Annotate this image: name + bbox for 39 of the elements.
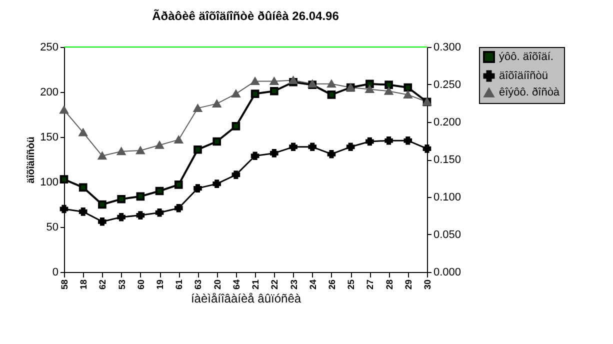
y-axis-title: äîõîäíîñòü (26, 136, 38, 184)
x-tick-label: 58 (60, 280, 70, 290)
x-tick-label: 19 (155, 280, 166, 290)
x-tick-label: 24 (308, 280, 318, 290)
y2-tick-label: 0.050 (434, 229, 462, 241)
y-tick-label: 0 (52, 266, 58, 278)
y2-tick-label: 0.300 (434, 42, 462, 54)
x-tick-label: 20 (212, 280, 222, 290)
y-tick-label: 150 (40, 132, 58, 144)
y2-tick-label: 0.150 (434, 154, 462, 166)
chart-title: Ãðàôèê äîõîäíîñòè ðûíêà 26.04.96 (152, 9, 340, 23)
x-tick-label: 61 (174, 280, 184, 290)
x-tick-label: 60 (136, 280, 146, 290)
y2-tick-label: 0.100 (434, 192, 462, 204)
x-tick-label: 29 (403, 280, 414, 290)
x-tick-label: 26 (326, 280, 337, 290)
x-tick-label: 23 (288, 280, 299, 290)
x-tick-label: 27 (365, 280, 376, 290)
y2-tick-label: 0.250 (434, 79, 462, 91)
y-tick-label: 50 (46, 222, 58, 234)
x-tick-label: 62 (98, 280, 108, 290)
y2-tick-label: 0.200 (434, 116, 462, 128)
legend-label: êîýôô. ðîñòà (499, 86, 560, 98)
x-tick-label: 53 (116, 280, 127, 290)
legend-label: ýôô. äîõîäí. (499, 51, 554, 63)
x-tick-label: 30 (422, 280, 432, 290)
x-tick-label: 28 (384, 280, 394, 290)
x-tick-label: 63 (193, 280, 204, 290)
x-tick-label: 22 (270, 280, 280, 290)
y-tick-label: 250 (40, 42, 58, 54)
legend-label: äîõîäíîñòü (499, 70, 548, 82)
y-tick-label: 200 (40, 86, 58, 98)
y2-tick-label: 0.000 (434, 266, 462, 278)
x-tick-label: 21 (250, 280, 261, 290)
x-axis-title: íàèìåíîâàíèå âûïóñêà (190, 292, 302, 306)
x-tick-label: 64 (231, 280, 242, 290)
y-tick-label: 100 (40, 176, 58, 188)
x-tick-label: 18 (78, 280, 89, 290)
x-tick-label: 25 (346, 280, 356, 290)
